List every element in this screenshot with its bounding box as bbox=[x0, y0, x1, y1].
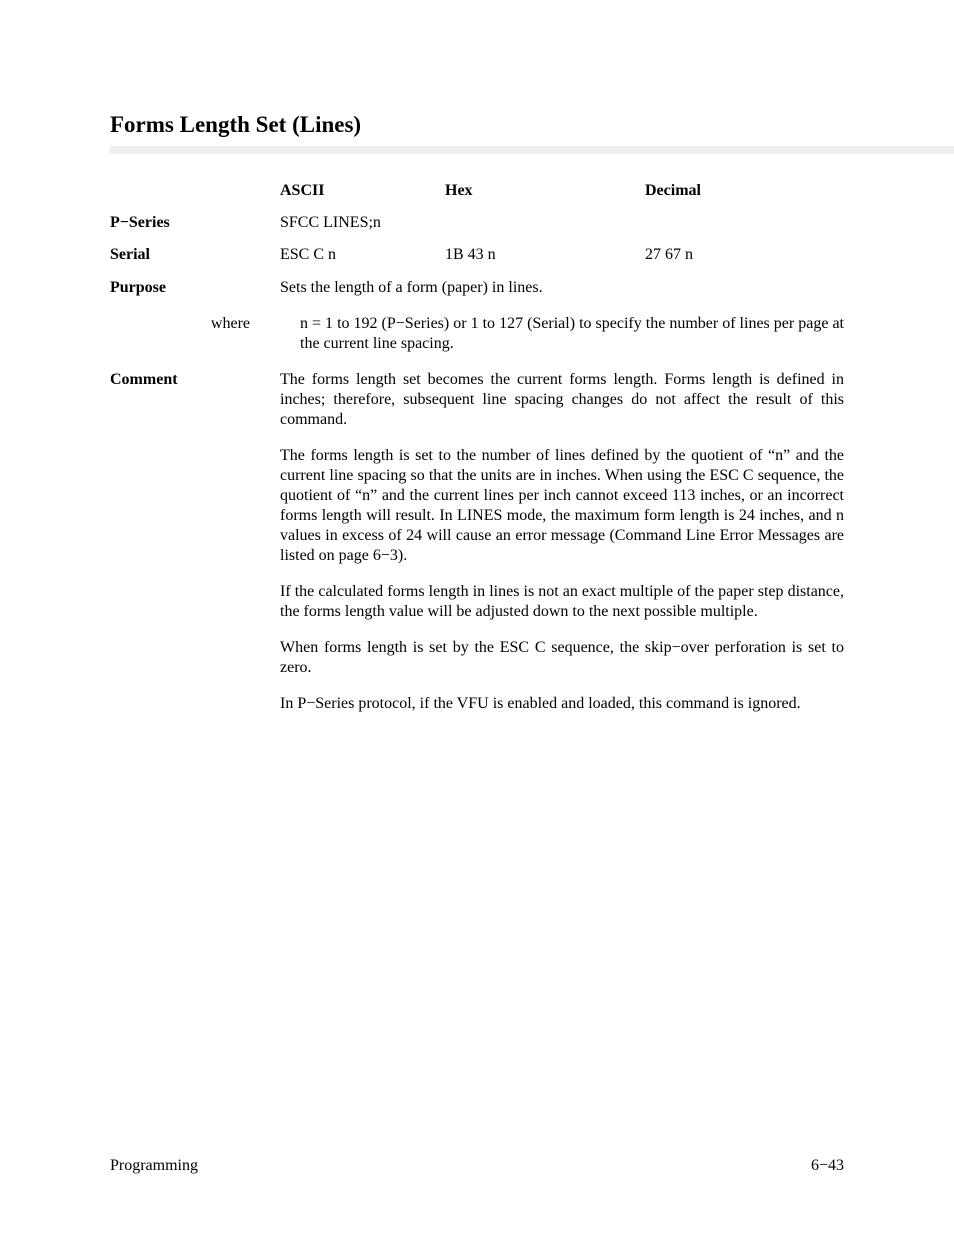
serial-decimal: 27 67 n bbox=[645, 246, 844, 264]
comment-para-4: In P−Series protocol, if the VFU is enab… bbox=[280, 694, 844, 714]
where-text: n = 1 to 192 (P−Series) or 1 to 127 (Ser… bbox=[280, 314, 844, 354]
comment-para-2: If the calculated forms length in lines … bbox=[280, 582, 844, 622]
section-title: Forms Length Set (Lines) bbox=[110, 112, 844, 138]
pseries-decimal bbox=[645, 214, 844, 232]
purpose-text: Sets the length of a form (paper) in lin… bbox=[280, 278, 844, 298]
label-serial: Serial bbox=[110, 246, 280, 264]
comment-row: Comment The forms length set becomes the… bbox=[110, 370, 844, 430]
header-decimal: Decimal bbox=[645, 182, 844, 200]
comment-continuation: The forms length is set to the number of… bbox=[280, 446, 844, 714]
footer-left: Programming bbox=[110, 1157, 198, 1175]
purpose-row: Purpose Sets the length of a form (paper… bbox=[110, 278, 844, 298]
pseries-hex bbox=[445, 214, 645, 232]
where-row: where n = 1 to 192 (P−Series) or 1 to 12… bbox=[110, 314, 844, 354]
label-purpose: Purpose bbox=[110, 278, 280, 298]
comment-para-0: The forms length set becomes the current… bbox=[280, 370, 844, 430]
label-where: where bbox=[110, 314, 280, 354]
page-footer: Programming 6−43 bbox=[110, 1157, 844, 1175]
pseries-ascii: SFCC LINES;n bbox=[280, 214, 445, 232]
serial-hex: 1B 43 n bbox=[445, 246, 645, 264]
document-page: Forms Length Set (Lines) ASCII Hex Decim… bbox=[0, 0, 954, 1235]
footer-right: 6−43 bbox=[811, 1157, 844, 1175]
comment-para-3: When forms length is set by the ESC C se… bbox=[280, 638, 844, 678]
label-comment: Comment bbox=[110, 370, 280, 430]
comment-para-1: The forms length is set to the number of… bbox=[280, 446, 844, 566]
code-table: ASCII Hex Decimal P−Series SFCC LINES;n … bbox=[110, 182, 844, 278]
header-hex: Hex bbox=[445, 182, 645, 200]
header-spacer bbox=[110, 182, 280, 200]
label-pseries: P−Series bbox=[110, 214, 280, 232]
header-ascii: ASCII bbox=[280, 182, 445, 200]
title-rule bbox=[110, 146, 954, 154]
serial-ascii: ESC C n bbox=[280, 246, 445, 264]
